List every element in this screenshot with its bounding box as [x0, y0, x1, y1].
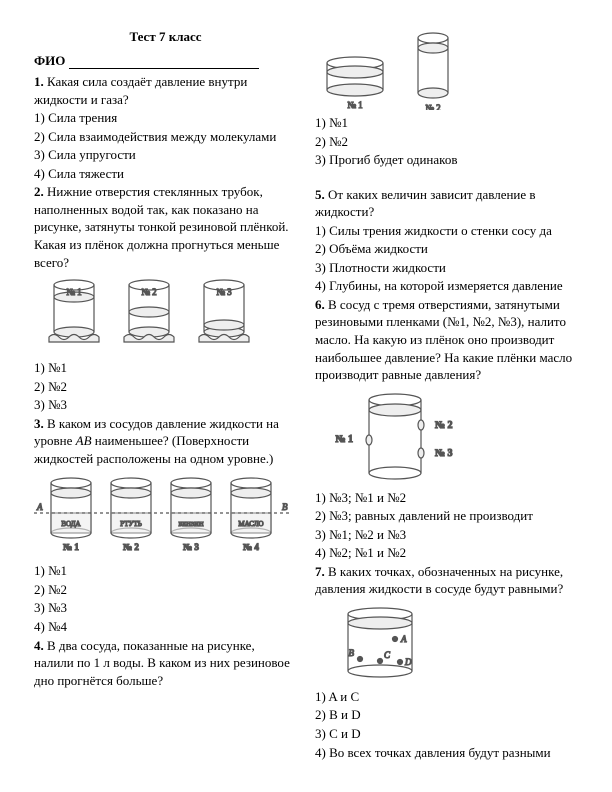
question-7: 7. В каких точках, обозначенных на рисун… [315, 563, 578, 761]
q2-figure: № 1 № 2 [34, 277, 297, 355]
q2-num: 2. [34, 184, 44, 199]
svg-text:ВОДА: ВОДА [61, 520, 80, 528]
q3-figure: A B ВОДА № 1 [34, 473, 297, 558]
q5-num: 5. [315, 187, 325, 202]
q4-opt-3: 3) Прогиб будет одинаков [315, 151, 578, 169]
q7-num: 7. [315, 564, 325, 579]
svg-text:№ 1: № 1 [347, 100, 362, 110]
q4-figure: № 1 № 2 [315, 28, 578, 110]
question-5: 5. От каких величин зависит давление в ж… [315, 186, 578, 295]
q6-opt-3: 3) №1; №2 и №3 [315, 526, 578, 544]
svg-text:№ 2: № 2 [141, 287, 156, 297]
svg-text:МАСЛО: МАСЛО [238, 520, 263, 528]
svg-text:№ 1: № 1 [335, 434, 353, 445]
q7-opt-1: 1) A и C [315, 688, 578, 706]
q3-opt-4: 4) №4 [34, 618, 297, 636]
svg-text:№ 3: № 3 [183, 542, 199, 552]
svg-text:A: A [400, 634, 407, 644]
svg-text:БЕНЗИН: БЕНЗИН [178, 521, 203, 528]
q7-figure: A B C D [315, 604, 578, 684]
svg-text:B: B [349, 648, 355, 658]
question-3: 3. В каком из сосудов давление жидкости … [34, 415, 297, 636]
svg-text:B: B [282, 502, 288, 512]
page-title: Тест 7 класс [34, 28, 297, 46]
fio-line: ФИО [34, 52, 297, 70]
svg-text:№ 2: № 2 [425, 103, 440, 110]
q6-figure: № 1 № 2 № 3 [315, 390, 578, 485]
fio-input-line[interactable] [69, 55, 259, 69]
fio-label: ФИО [34, 53, 65, 68]
question-6: 6. В сосуд с тремя отверстиями, затянуты… [315, 296, 578, 562]
svg-text:№ 3: № 3 [435, 448, 453, 459]
q3-opt-1: 1) №1 [34, 562, 297, 580]
q7-text: В каких точках, обозначенных на рисунке,… [315, 564, 563, 597]
q7-opt-2: 2) B и D [315, 706, 578, 724]
svg-text:№ 2: № 2 [123, 542, 139, 552]
q1-opt-2: 2) Сила взаимодействия между молекулами [34, 128, 297, 146]
svg-text:№ 1: № 1 [63, 542, 79, 552]
q1-text: Какая сила создаёт давление внутри жидко… [34, 74, 247, 107]
q5-opt-3: 3) Плотности жидкости [315, 259, 578, 277]
q4-num: 4. [34, 638, 44, 653]
q3-ab: AB [76, 433, 92, 448]
q1-opt-3: 3) Сила упругости [34, 146, 297, 164]
q6-opt-4: 4) №2; №1 и №2 [315, 544, 578, 562]
q5-opt-1: 1) Силы трения жидкости о стенки сосу да [315, 222, 578, 240]
q2-opt-1: 1) №1 [34, 359, 297, 377]
q1-opt-1: 1) Сила трения [34, 109, 297, 127]
svg-text:№ 3: № 3 [216, 287, 232, 297]
q1-num: 1. [34, 74, 44, 89]
question-2: 2. Нижние отверстия стеклянных трубок, н… [34, 183, 297, 413]
q5-text: От каких величин зависит давление в жидк… [315, 187, 536, 220]
svg-text:D: D [404, 657, 412, 667]
svg-text:A: A [36, 502, 43, 512]
q4-opt-1: 1) №1 [315, 114, 578, 132]
q3-opt-3: 3) №3 [34, 599, 297, 617]
svg-text:РТУТЬ: РТУТЬ [120, 520, 142, 528]
q6-text: В сосуд с тремя отверстиями, затянутыми … [315, 297, 572, 382]
q6-num: 6. [315, 297, 325, 312]
q1-opt-4: 4) Сила тяжести [34, 165, 297, 183]
q4-text: В два сосуда, показанные на рисунке, нал… [34, 638, 290, 688]
svg-text:C: C [384, 650, 391, 660]
q2-text: Нижние отверстия стеклянных трубок, напо… [34, 184, 289, 269]
q5-opt-4: 4) Глубины, на которой измеряется давлен… [315, 277, 578, 295]
svg-text:№ 2: № 2 [435, 420, 453, 431]
svg-text:№ 1: № 1 [66, 287, 81, 297]
q6-opt-1: 1) №3; №1 и №2 [315, 489, 578, 507]
q5-opt-2: 2) Объёма жидкости [315, 240, 578, 258]
q3-num: 3. [34, 416, 44, 431]
q3-opt-2: 2) №2 [34, 581, 297, 599]
q2-opt-3: 3) №3 [34, 396, 297, 414]
svg-text:№ 4: № 4 [243, 542, 259, 552]
q4-opt-2: 2) №2 [315, 133, 578, 151]
question-1: 1. Какая сила создаёт давление внутри жи… [34, 73, 297, 182]
q7-opt-3: 3) C и D [315, 725, 578, 743]
q6-opt-2: 2) №3; равных давлений не производит [315, 507, 578, 525]
q2-opt-2: 2) №2 [34, 378, 297, 396]
q7-opt-4: 4) Во всех точках давления будут разными [315, 744, 578, 762]
